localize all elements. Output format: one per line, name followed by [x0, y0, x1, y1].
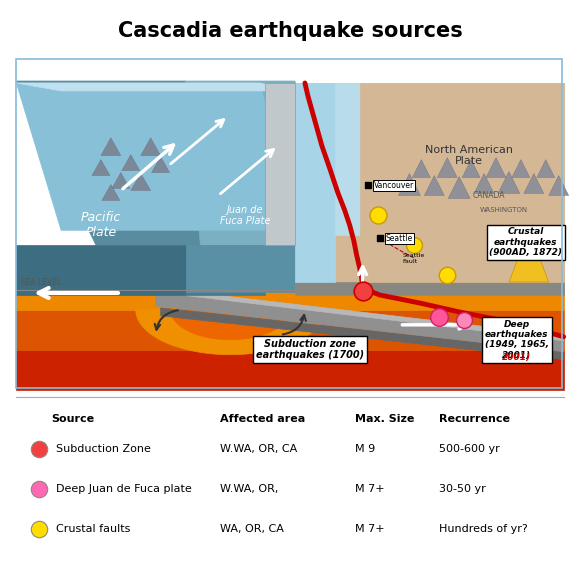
Polygon shape	[155, 288, 564, 341]
Polygon shape	[448, 177, 470, 198]
Text: Subduction Zone: Subduction Zone	[56, 444, 151, 454]
Polygon shape	[186, 81, 330, 245]
Text: 2001): 2001)	[502, 353, 531, 362]
Text: Seattle
Fault: Seattle Fault	[403, 253, 425, 264]
Text: Pacific
Plate: Pacific Plate	[81, 211, 121, 239]
Polygon shape	[512, 160, 530, 178]
Polygon shape	[112, 172, 130, 189]
Polygon shape	[155, 292, 564, 352]
Polygon shape	[437, 158, 457, 178]
Polygon shape	[295, 282, 564, 295]
Text: W.WA, OR,: W.WA, OR,	[220, 484, 279, 494]
Point	[375, 233, 384, 243]
Text: Seattle: Seattle	[386, 234, 413, 243]
Text: Max. Size: Max. Size	[355, 415, 414, 424]
Text: M 9: M 9	[355, 444, 375, 454]
Point	[358, 286, 367, 296]
Text: Vancouver: Vancouver	[374, 181, 414, 190]
Text: WASHINGTON: WASHINGTON	[480, 208, 528, 213]
Polygon shape	[509, 230, 549, 282]
Polygon shape	[16, 83, 295, 91]
Point	[35, 444, 44, 454]
Polygon shape	[16, 350, 564, 389]
Polygon shape	[16, 310, 564, 350]
Bar	[16, 59, 561, 388]
Polygon shape	[462, 160, 480, 178]
Text: Hundreds of yr?: Hundreds of yr?	[439, 524, 528, 534]
Polygon shape	[171, 310, 290, 340]
Text: 500-600 yr: 500-600 yr	[439, 444, 500, 454]
Polygon shape	[498, 171, 520, 193]
Text: Source: Source	[51, 415, 95, 424]
Polygon shape	[295, 245, 330, 292]
Polygon shape	[295, 83, 564, 295]
Polygon shape	[161, 308, 564, 359]
Polygon shape	[425, 175, 444, 196]
Polygon shape	[16, 245, 186, 295]
Polygon shape	[265, 83, 295, 245]
Polygon shape	[130, 174, 151, 190]
Text: Affected area: Affected area	[220, 415, 306, 424]
Text: SEA LEVEL: SEA LEVEL	[21, 278, 61, 287]
Point	[459, 315, 469, 324]
Polygon shape	[16, 81, 265, 245]
Text: Subduction zone
earthquakes (1700): Subduction zone earthquakes (1700)	[256, 339, 364, 361]
Polygon shape	[186, 245, 295, 292]
Text: Juan de
Fuca Plate: Juan de Fuca Plate	[220, 205, 270, 226]
Polygon shape	[537, 160, 554, 178]
Polygon shape	[152, 156, 169, 172]
Text: M 7+: M 7+	[355, 484, 385, 494]
Text: WA, OR, CA: WA, OR, CA	[220, 524, 284, 534]
Polygon shape	[186, 245, 265, 295]
Text: Cascadia earthquake sources: Cascadia earthquake sources	[118, 21, 462, 41]
Polygon shape	[524, 174, 544, 193]
Polygon shape	[16, 83, 295, 230]
Polygon shape	[549, 175, 568, 196]
Text: Crustal faults: Crustal faults	[56, 524, 130, 534]
Polygon shape	[295, 83, 335, 282]
Point	[409, 240, 419, 250]
Text: CANADA: CANADA	[473, 191, 505, 200]
Text: Deep Juan de Fuca plate: Deep Juan de Fuca plate	[56, 484, 192, 494]
Polygon shape	[335, 83, 360, 235]
Text: North American
Plate: North American Plate	[425, 145, 513, 166]
Point	[373, 211, 382, 220]
Polygon shape	[101, 138, 121, 156]
Polygon shape	[102, 185, 120, 201]
Point	[363, 181, 372, 190]
Polygon shape	[136, 310, 325, 355]
Point	[443, 270, 452, 279]
Text: Deep
earthquakes
(1949, 1965,
2001): Deep earthquakes (1949, 1965, 2001)	[485, 320, 549, 360]
Text: Crustal
earthquakes
(900AD, 1872): Crustal earthquakes (900AD, 1872)	[490, 227, 563, 257]
Text: M 7+: M 7+	[355, 524, 385, 534]
Text: Recurrence: Recurrence	[439, 415, 510, 424]
Polygon shape	[16, 270, 564, 285]
Polygon shape	[360, 83, 564, 282]
Point	[434, 312, 444, 321]
Polygon shape	[16, 285, 564, 310]
Polygon shape	[412, 160, 430, 178]
Polygon shape	[92, 160, 110, 175]
Polygon shape	[398, 174, 420, 196]
Polygon shape	[474, 174, 494, 193]
Text: W.WA, OR, CA: W.WA, OR, CA	[220, 444, 298, 454]
Text: 30-50 yr: 30-50 yr	[439, 484, 486, 494]
Polygon shape	[122, 155, 140, 171]
Point	[35, 484, 44, 493]
Point	[35, 524, 44, 534]
Polygon shape	[141, 138, 161, 156]
Polygon shape	[486, 158, 506, 178]
